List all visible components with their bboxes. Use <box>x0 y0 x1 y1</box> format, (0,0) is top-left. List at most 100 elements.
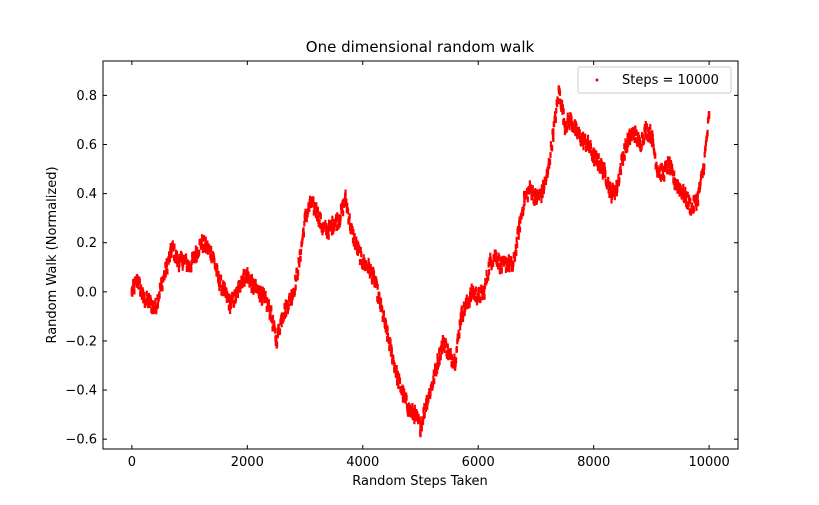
data-point <box>647 127 651 134</box>
data-point <box>475 299 479 306</box>
data-point <box>578 132 581 139</box>
data-point <box>184 253 188 260</box>
data-point <box>707 111 711 120</box>
data-point <box>425 394 428 401</box>
data-point <box>416 411 419 418</box>
data-point <box>569 115 572 124</box>
data-point <box>213 257 216 264</box>
data-point <box>568 124 571 131</box>
data-point <box>561 108 564 115</box>
data-point <box>384 324 388 333</box>
data-point <box>615 190 618 197</box>
x-tick-label: 8000 <box>577 455 610 470</box>
data-point <box>575 123 578 130</box>
data-point <box>488 258 491 267</box>
data-point <box>242 273 245 280</box>
data-point <box>359 246 362 253</box>
data-point <box>462 311 465 318</box>
data-point <box>609 184 612 191</box>
data-point <box>438 359 441 366</box>
data-point <box>419 431 422 438</box>
data-point <box>461 316 465 323</box>
data-point <box>376 283 379 290</box>
data-point <box>411 414 414 421</box>
data-point <box>355 236 358 243</box>
data-point <box>369 263 372 270</box>
data-point <box>468 296 471 303</box>
data-point <box>661 169 665 178</box>
data-point <box>610 197 613 204</box>
data-point <box>344 189 347 196</box>
data-point <box>606 180 609 187</box>
data-point <box>612 184 615 191</box>
data-point <box>306 211 309 218</box>
data-point <box>418 416 421 423</box>
data-point <box>194 257 197 264</box>
data-point <box>560 99 564 106</box>
plot-frame <box>102 60 739 450</box>
data-point <box>377 297 380 304</box>
data-point <box>276 327 279 334</box>
data-point <box>674 184 677 191</box>
data-point <box>597 153 600 160</box>
data-point <box>389 338 392 345</box>
y-axis: −0.6 −0.4 −0.2 0.0 0.2 0.4 0.6 0.8 <box>65 89 738 448</box>
data-point <box>609 189 613 198</box>
data-point <box>694 198 698 205</box>
data-point <box>191 256 195 263</box>
data-point <box>443 347 446 354</box>
data-point <box>655 161 658 168</box>
data-point <box>426 403 429 410</box>
data-point <box>626 141 630 148</box>
data-point <box>311 201 314 208</box>
data-point <box>335 217 338 224</box>
data-point <box>668 156 671 163</box>
data-point <box>526 196 529 203</box>
data-point <box>299 248 303 255</box>
data-point <box>200 243 203 250</box>
data-point <box>468 301 471 308</box>
data-point <box>166 268 169 275</box>
data-point <box>534 194 538 203</box>
data-point <box>490 259 493 266</box>
data-point <box>413 404 416 411</box>
data-point <box>445 353 449 360</box>
data-point <box>217 270 220 277</box>
data-point <box>665 160 668 167</box>
x-tick-label: 2000 <box>231 455 264 470</box>
data-point <box>344 194 347 203</box>
data-point <box>555 101 559 108</box>
data-point <box>368 272 371 279</box>
data-point <box>592 147 595 154</box>
data-point <box>405 403 409 410</box>
data-point <box>684 194 688 203</box>
data-point <box>156 302 160 309</box>
data-point <box>690 204 694 213</box>
data-point <box>204 242 207 249</box>
data-point <box>647 136 650 143</box>
data-point <box>438 347 441 354</box>
data-point <box>220 289 223 296</box>
data-point <box>630 135 633 142</box>
data-point <box>540 197 543 204</box>
data-point <box>243 280 246 287</box>
data-point <box>507 254 510 261</box>
data-point <box>531 185 534 192</box>
x-tick-label: 10000 <box>688 455 729 470</box>
data-point <box>331 215 334 222</box>
data-point <box>356 249 360 256</box>
data-point <box>262 288 266 295</box>
data-point <box>253 278 256 285</box>
data-point <box>424 406 428 413</box>
data-point <box>153 305 157 314</box>
data-point <box>420 425 423 432</box>
data-point <box>611 190 614 197</box>
data-point <box>624 138 627 145</box>
data-point <box>194 245 197 252</box>
data-point <box>485 269 488 276</box>
data-point <box>609 181 612 188</box>
data-point <box>223 287 226 296</box>
data-point <box>679 184 682 193</box>
data-point <box>332 219 336 228</box>
data-point <box>227 296 230 303</box>
